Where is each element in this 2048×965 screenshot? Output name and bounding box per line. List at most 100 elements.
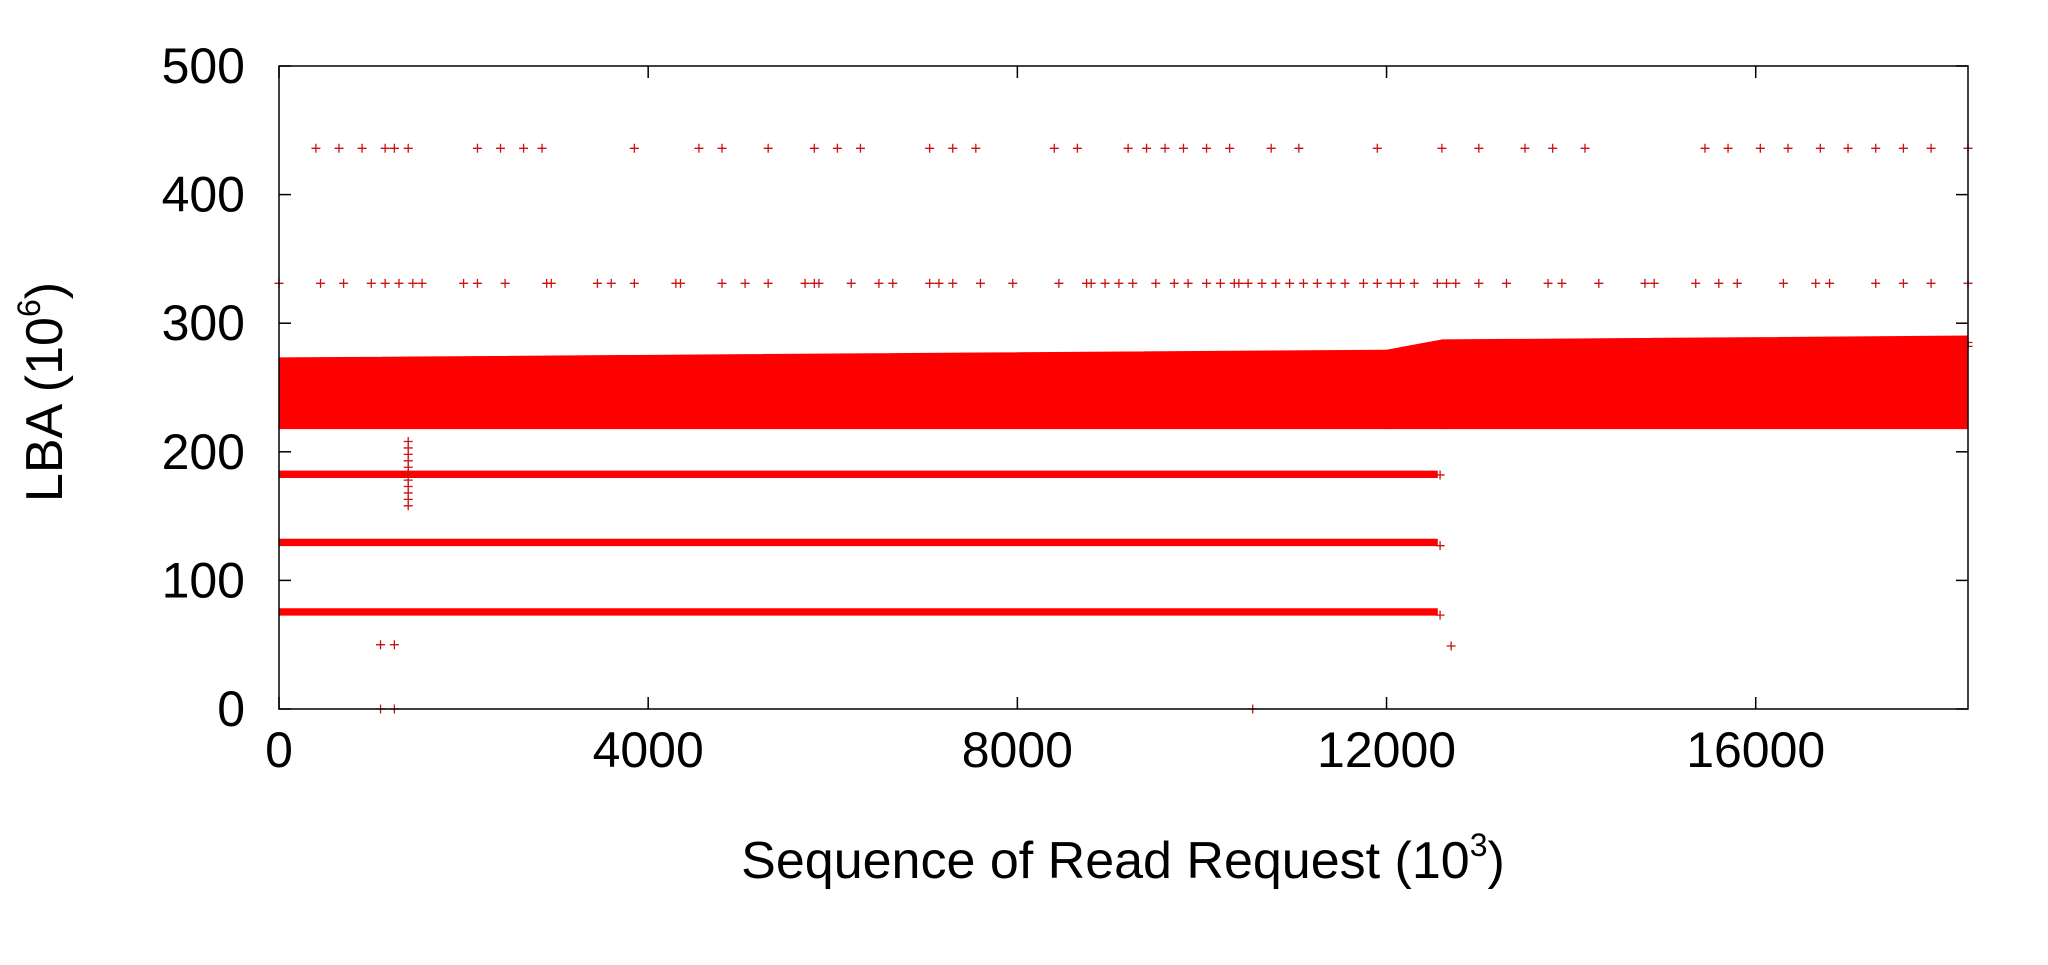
data-point [1312, 278, 1322, 288]
data-point [1871, 143, 1881, 153]
data-band-1 [1386, 339, 1443, 430]
data-point [1072, 143, 1082, 153]
data-point [629, 143, 639, 153]
y-tick-label: 100 [162, 552, 245, 608]
data-point [1442, 278, 1452, 288]
data-point [380, 143, 390, 153]
data-point [1395, 278, 1405, 288]
data-point [1714, 278, 1724, 288]
data-point [1700, 143, 1710, 153]
data-point [376, 640, 386, 650]
data-point [971, 143, 981, 153]
data-point [389, 143, 399, 153]
data-point [975, 278, 985, 288]
data-point [1435, 541, 1445, 551]
data-point [537, 143, 547, 153]
data-point [408, 278, 418, 288]
data-point [874, 278, 884, 288]
data-point [1100, 278, 1110, 288]
data-point [1409, 278, 1419, 288]
data-point [717, 143, 727, 153]
data-point [717, 278, 727, 288]
data-point [1358, 278, 1368, 288]
data-point [1215, 278, 1225, 288]
data-point [763, 278, 773, 288]
data-point [380, 278, 390, 288]
data-point [629, 278, 639, 288]
data-point [472, 278, 482, 288]
data-point [1008, 278, 1018, 288]
plot-area-frame [278, 65, 1969, 710]
data-point [1755, 143, 1765, 153]
data-point [1128, 278, 1138, 288]
y-axis-title: LBA (106) [11, 282, 74, 502]
data-point [1294, 143, 1304, 153]
x-axis-title: Sequence of Read Request (103) [741, 827, 1505, 890]
data-point [403, 143, 413, 153]
data-point [1340, 278, 1350, 288]
data-point [357, 143, 367, 153]
data-point [1732, 278, 1742, 288]
data-point [1640, 278, 1650, 288]
data-point [1723, 143, 1733, 153]
data-point [740, 278, 750, 288]
data-point [1160, 143, 1170, 153]
data-point [316, 278, 326, 288]
y-axis-title-text: LBA (10 [16, 317, 74, 502]
data-marks [274, 143, 1973, 714]
x-tick-label: 16000 [1686, 722, 1825, 778]
data-point [1257, 278, 1267, 288]
data-point [1142, 143, 1152, 153]
data-point [1271, 278, 1281, 288]
data-point [1169, 278, 1179, 288]
data-point [417, 278, 427, 288]
data-point [809, 143, 819, 153]
data-point [311, 143, 321, 153]
x-tick-label: 8000 [962, 722, 1073, 778]
data-point [1783, 143, 1793, 153]
data-point [1543, 278, 1553, 288]
data-point [394, 278, 404, 288]
data-point [472, 143, 482, 153]
data-point [1437, 143, 1447, 153]
data-point [1926, 143, 1936, 153]
data-point [1502, 278, 1512, 288]
data-point [334, 143, 344, 153]
data-point [948, 143, 958, 153]
data-point [1372, 143, 1382, 153]
x-axis-title-exponent: 3 [1470, 827, 1488, 863]
data-point [546, 278, 556, 288]
data-point [606, 278, 616, 288]
data-point [1114, 278, 1124, 288]
data-point [1580, 143, 1590, 153]
x-axis-title-tail: ) [1487, 832, 1504, 890]
x-tick-label: 4000 [593, 722, 704, 778]
data-point [1451, 278, 1461, 288]
data-point [1520, 143, 1530, 153]
data-point [1594, 278, 1604, 288]
data-band-2 [1441, 335, 1969, 430]
data-point [1326, 278, 1336, 288]
data-point [389, 640, 399, 650]
data-point [694, 143, 704, 153]
data-point [1474, 278, 1484, 288]
x-axis-title-text: Sequence of Read Request (10 [741, 832, 1470, 890]
data-point [925, 143, 935, 153]
data-band-5 [278, 608, 1438, 616]
data-point [855, 143, 865, 153]
data-point [1372, 278, 1382, 288]
data-point [1202, 278, 1212, 288]
data-point [1151, 278, 1161, 288]
data-point [1649, 278, 1659, 288]
data-point [846, 278, 856, 288]
data-point [888, 278, 898, 288]
y-tick-label: 400 [162, 167, 245, 223]
data-point [763, 143, 773, 153]
data-point [1285, 278, 1295, 288]
data-point [496, 143, 506, 153]
data-point [1778, 278, 1788, 288]
data-point [1474, 143, 1484, 153]
data-point [1446, 641, 1456, 651]
